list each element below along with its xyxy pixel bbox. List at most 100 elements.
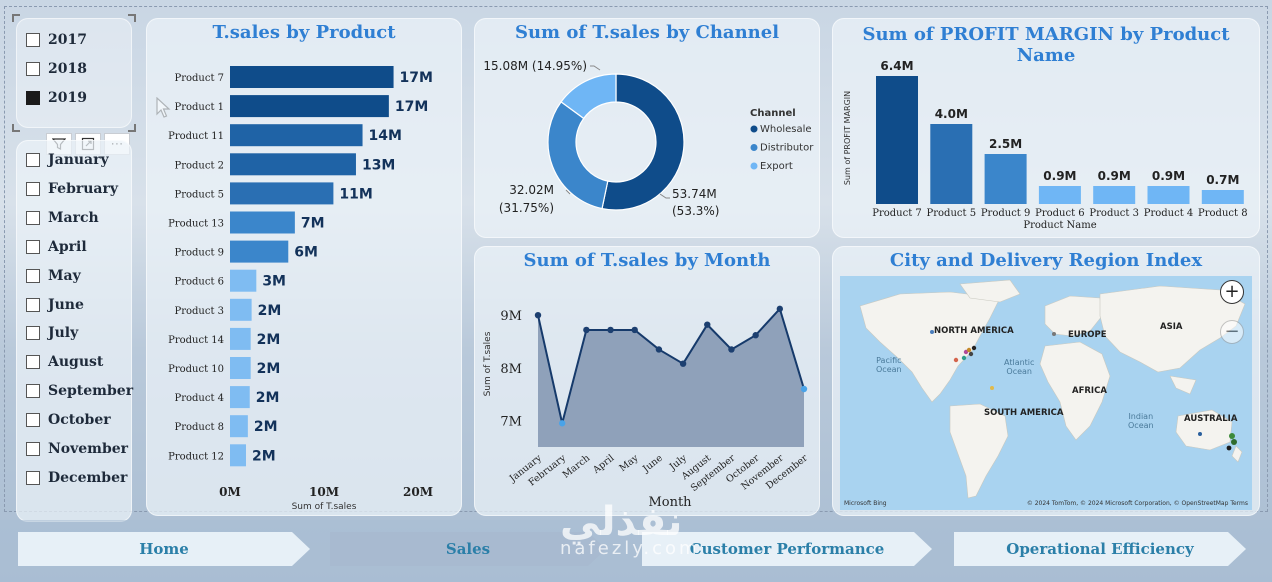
map-point[interactable] [930, 330, 934, 334]
x-tick-label: May [617, 452, 641, 474]
zoom-out-button[interactable]: − [1220, 320, 1244, 344]
data-point[interactable] [728, 346, 735, 353]
bar[interactable] [230, 182, 334, 205]
bar[interactable] [1147, 186, 1190, 204]
checkbox[interactable] [26, 384, 40, 399]
bar[interactable] [230, 357, 251, 379]
month-option-february[interactable]: February [26, 181, 118, 197]
month-option-july[interactable]: July [26, 325, 78, 341]
bar[interactable] [876, 76, 918, 204]
checkbox[interactable] [26, 153, 40, 167]
data-label: 2M [257, 361, 281, 377]
map-point[interactable] [961, 355, 967, 361]
bar[interactable] [1093, 186, 1136, 204]
data-point[interactable] [631, 326, 638, 334]
bar[interactable] [230, 95, 389, 118]
nav-operational-efficiency-button[interactable]: Operational Efficiency [954, 532, 1246, 566]
bar[interactable] [230, 327, 251, 350]
map-point[interactable] [971, 345, 977, 351]
map-point[interactable] [1226, 445, 1232, 451]
x-axis-title: Sum of T.sales [292, 502, 357, 512]
bar[interactable] [1201, 190, 1244, 204]
month-option-march[interactable]: March [26, 210, 99, 226]
map-point[interactable] [1198, 432, 1202, 436]
legend-item[interactable]: Wholesale [760, 124, 812, 135]
map-point[interactable] [1229, 433, 1235, 439]
bar[interactable] [984, 154, 1027, 204]
bar[interactable] [230, 444, 246, 467]
checkbox[interactable] [26, 33, 40, 47]
checkbox[interactable] [26, 239, 40, 254]
map-point[interactable] [1231, 439, 1237, 445]
month-option-august[interactable]: August [26, 354, 103, 370]
data-point[interactable] [607, 326, 614, 334]
donut-slice[interactable] [601, 73, 685, 211]
year-option-2019[interactable]: 2019 [26, 90, 87, 106]
map-point[interactable] [990, 386, 994, 390]
bar[interactable] [230, 153, 356, 176]
month-option-may[interactable]: May [26, 268, 81, 284]
data-point[interactable] [679, 360, 687, 367]
bar[interactable] [230, 386, 250, 409]
data-point[interactable] [704, 321, 711, 328]
month-option-june[interactable]: June [26, 297, 84, 313]
month-option-november[interactable]: November [26, 441, 128, 457]
bar[interactable] [230, 124, 363, 147]
bar[interactable] [230, 269, 257, 292]
bar[interactable] [230, 415, 248, 438]
legend-item[interactable]: Distributor [760, 143, 814, 154]
year-option-2018[interactable]: 2018 [26, 61, 87, 77]
checkbox[interactable] [26, 181, 40, 196]
data-point[interactable] [800, 385, 808, 393]
map-label-europe: EUROPE [1068, 330, 1107, 340]
data-point[interactable] [655, 346, 663, 353]
map-point[interactable] [968, 351, 974, 357]
nav-home-button[interactable]: Home [18, 532, 310, 566]
month-option-september[interactable]: September [26, 383, 133, 399]
bar[interactable] [230, 298, 252, 321]
bar[interactable] [230, 240, 289, 263]
map-point[interactable] [1052, 332, 1056, 336]
month-option-december[interactable]: December [26, 470, 127, 486]
data-point[interactable] [583, 326, 590, 334]
checkbox[interactable] [26, 355, 40, 370]
checkbox[interactable] [26, 297, 40, 312]
bar[interactable] [230, 66, 394, 88]
checkbox[interactable] [26, 268, 40, 283]
month-option-label: January [48, 152, 109, 168]
month-option-january[interactable]: January [26, 152, 109, 168]
checkbox[interactable] [26, 326, 40, 341]
data-point[interactable] [534, 311, 542, 319]
year-option-2017[interactable]: 2017 [26, 32, 87, 48]
nav-sales-button[interactable]: Sales [330, 532, 606, 566]
checkbox[interactable] [26, 91, 40, 105]
category-label: Product 3 [1089, 208, 1139, 219]
legend-item[interactable]: Export [760, 161, 793, 172]
month-option-april[interactable]: April [26, 239, 87, 255]
donut-slice[interactable] [547, 101, 609, 210]
map-point[interactable] [953, 357, 959, 363]
selection-corner [128, 14, 136, 22]
bar[interactable] [230, 211, 295, 234]
checkbox[interactable] [26, 62, 40, 76]
bar[interactable] [1038, 186, 1081, 204]
nav-customer-performance-button[interactable]: Customer Performance [642, 532, 932, 566]
donut-slice[interactable] [560, 73, 617, 120]
sales-by-channel-chart: 15.08M (14.95%) 32.02M (31.75%) 53.74M (53.3… [483, 59, 814, 218]
checkbox[interactable] [26, 413, 40, 428]
data-point[interactable] [752, 332, 759, 339]
month-option-october[interactable]: October [26, 412, 111, 428]
checkbox[interactable] [26, 442, 40, 456]
map-canvas[interactable]: NORTH AMERICA EUROPE ASIA AFRICA SOUTH A… [840, 276, 1252, 510]
checkbox[interactable] [26, 470, 40, 485]
data-label: 13M [362, 157, 395, 173]
checkbox[interactable] [26, 210, 40, 225]
month-option-label: July [48, 325, 79, 342]
zoom-in-button[interactable]: + [1220, 280, 1244, 304]
data-label: 6M [294, 245, 318, 261]
data-point[interactable] [558, 420, 566, 427]
bar[interactable] [930, 124, 973, 204]
data-point[interactable] [776, 305, 784, 313]
map-point[interactable] [966, 347, 972, 353]
map-label-atlantic: Atlantic Ocean [1004, 358, 1035, 376]
